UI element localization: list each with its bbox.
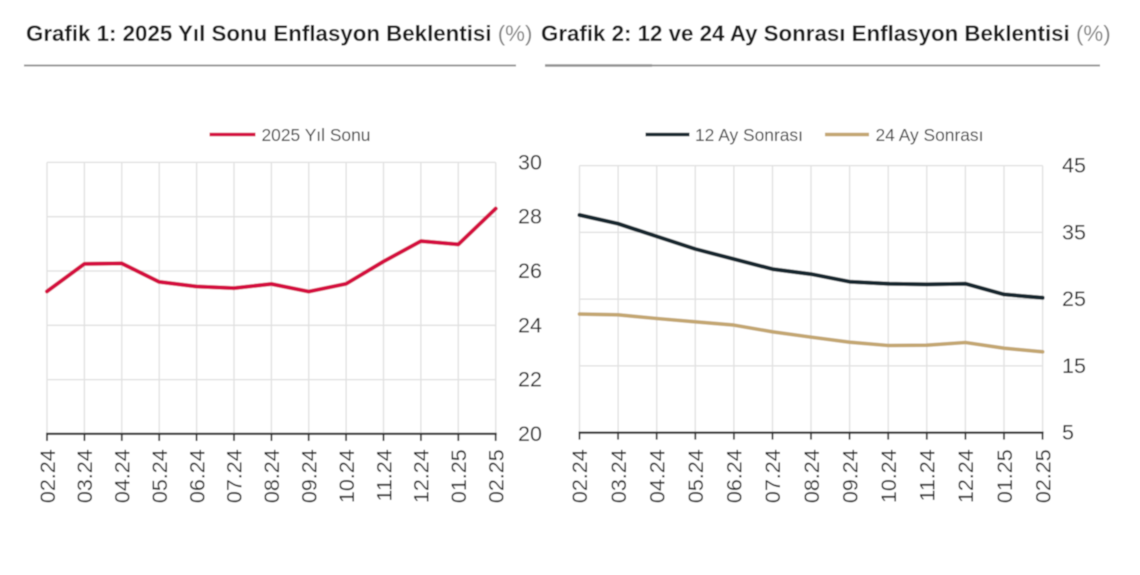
svg-text:22: 22 — [518, 368, 542, 392]
svg-text:24 Ay Sonrası: 24 Ay Sonrası — [876, 125, 984, 145]
svg-text:06.24: 06.24 — [185, 449, 209, 503]
svg-text:06.24: 06.24 — [723, 449, 747, 503]
svg-text:04.24: 04.24 — [645, 449, 669, 503]
svg-text:05.24: 05.24 — [684, 449, 708, 503]
svg-text:28: 28 — [518, 205, 542, 229]
svg-text:02.25: 02.25 — [1031, 449, 1055, 503]
svg-text:09.24: 09.24 — [298, 449, 322, 503]
svg-text:09.24: 09.24 — [838, 449, 862, 503]
svg-text:12 Ay Sonrası: 12 Ay Sonrası — [695, 125, 803, 145]
svg-text:08.24: 08.24 — [800, 449, 824, 503]
svg-text:12.24: 12.24 — [954, 449, 978, 503]
svg-text:2025 Yıl Sonu: 2025 Yıl Sonu — [262, 125, 371, 145]
svg-text:12.24: 12.24 — [410, 449, 434, 503]
svg-text:01.25: 01.25 — [447, 449, 471, 503]
svg-text:04.24: 04.24 — [111, 449, 135, 503]
svg-text:07.24: 07.24 — [761, 449, 785, 503]
svg-text:15: 15 — [1062, 354, 1086, 378]
svg-text:05.24: 05.24 — [148, 449, 172, 503]
svg-text:11.24: 11.24 — [916, 449, 940, 501]
svg-text:Grafik 1: 2025 Yıl Sonu Enflas: Grafik 1: 2025 Yıl Sonu Enflasyon Beklen… — [26, 21, 532, 46]
svg-text:30: 30 — [518, 150, 542, 174]
svg-text:24: 24 — [518, 313, 542, 337]
svg-text:02.24: 02.24 — [36, 449, 60, 503]
svg-text:02.25: 02.25 — [484, 449, 508, 503]
svg-text:45: 45 — [1062, 154, 1086, 178]
svg-text:35: 35 — [1062, 220, 1086, 244]
svg-text:10.24: 10.24 — [877, 449, 901, 503]
svg-text:11.24: 11.24 — [372, 449, 396, 501]
svg-text:01.25: 01.25 — [993, 449, 1017, 503]
svg-text:08.24: 08.24 — [260, 449, 284, 503]
svg-text:Grafik 2: 12 ve 24 Ay Sonrası: Grafik 2: 12 ve 24 Ay Sonrası Enflasyon … — [541, 21, 1111, 46]
svg-text:07.24: 07.24 — [223, 449, 247, 503]
svg-text:26: 26 — [518, 259, 542, 283]
svg-text:03.24: 03.24 — [607, 449, 631, 503]
svg-text:5: 5 — [1062, 421, 1074, 445]
svg-text:25: 25 — [1062, 287, 1086, 311]
svg-text:10.24: 10.24 — [335, 449, 359, 503]
svg-text:20: 20 — [518, 422, 542, 446]
svg-text:03.24: 03.24 — [73, 449, 97, 503]
svg-text:02.24: 02.24 — [568, 449, 592, 503]
